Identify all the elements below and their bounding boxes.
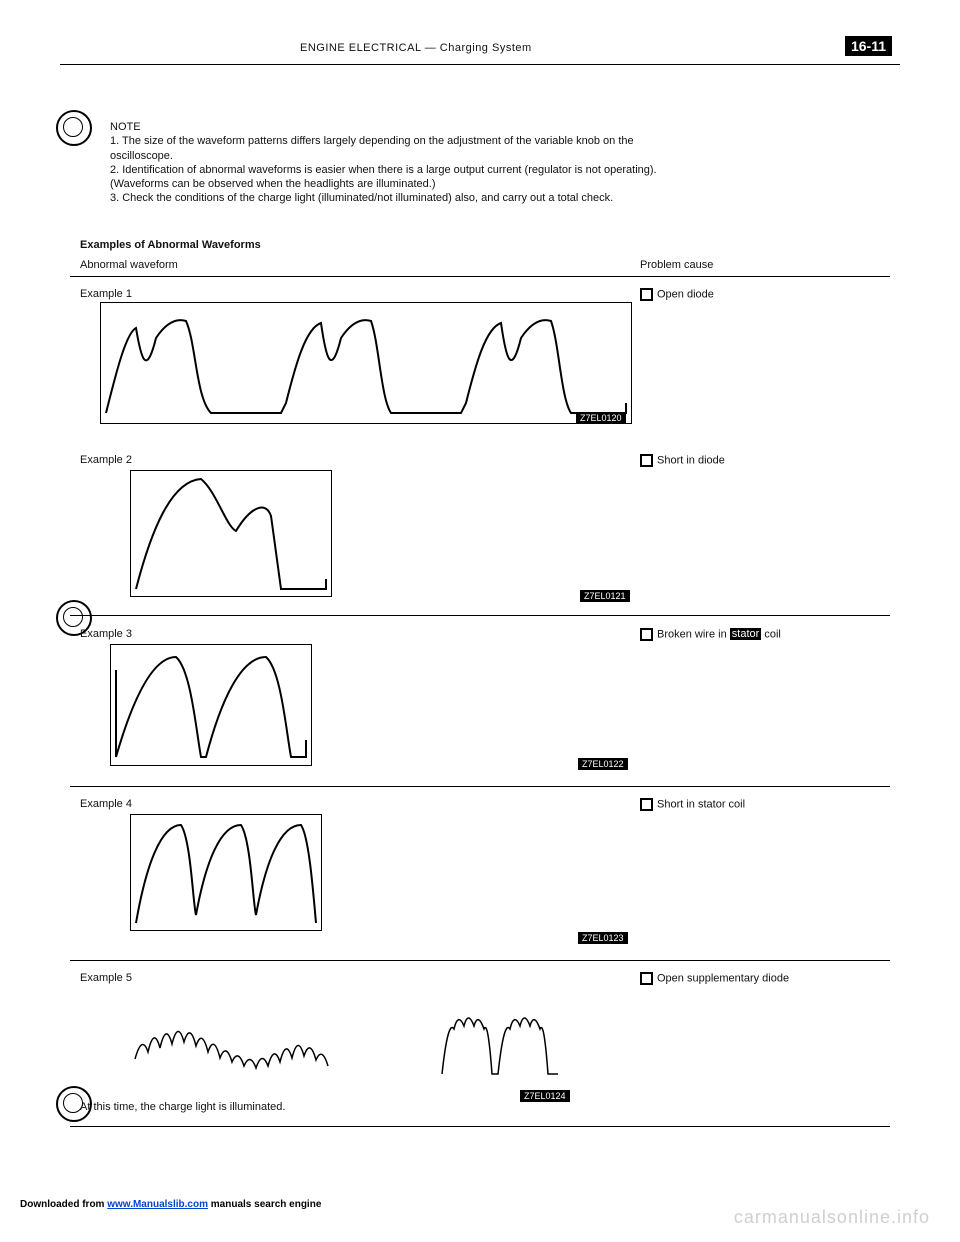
bullet-icon [640, 454, 653, 467]
problem-cause: Broken wire in stator coil [640, 628, 781, 641]
waveform-svg [440, 1004, 560, 1084]
binder-ring-icon [56, 110, 92, 146]
image-code: Z7EL0124 [520, 1090, 570, 1102]
section-rule [70, 960, 890, 961]
section-rule [70, 1126, 890, 1127]
watermark: carmanualsonline.info [734, 1207, 930, 1228]
note-block: NOTE 1. The size of the waveform pattern… [110, 120, 870, 206]
cause-text: Short in diode [657, 454, 725, 466]
cause-text: Open diode [657, 288, 714, 300]
footer-text: Downloaded from [20, 1199, 107, 1210]
cause-text: coil [761, 628, 781, 640]
image-code: Z7EL0123 [578, 932, 628, 944]
waveform-svg [101, 303, 631, 423]
footer-text: manuals search engine [211, 1199, 322, 1210]
example-label: Example 5 [80, 972, 132, 984]
waveform-svg [131, 471, 331, 596]
bullet-icon [640, 628, 653, 641]
problem-cause: Open diode [640, 288, 714, 301]
waveform-example-5-right [440, 1004, 560, 1084]
section-rule [70, 276, 890, 277]
problem-cause: Short in stator coil [640, 798, 745, 811]
bullet-icon [640, 798, 653, 811]
column-cause: Problem cause [640, 258, 713, 272]
download-footer: Downloaded from www.Manualslib.com manua… [20, 1199, 321, 1210]
waveform-example-1 [100, 302, 632, 424]
note-line: (Waveforms can be observed when the head… [110, 177, 870, 191]
bullet-icon [640, 288, 653, 301]
note-heading: NOTE [110, 120, 870, 134]
page: ENGINE ELECTRICAL — Charging System 16-1… [0, 0, 960, 1242]
section-rule [70, 615, 890, 616]
example-label: Example 1 [80, 288, 132, 300]
image-code: Z7EL0120 [576, 412, 626, 424]
example-label: Example 3 [80, 628, 132, 640]
section-rule [70, 786, 890, 787]
note-line: 1. The size of the waveform patterns dif… [110, 134, 870, 148]
cause-text: Open supplementary diode [657, 972, 789, 984]
examples-heading: Examples of Abnormal Waveforms [80, 238, 261, 252]
note-line: 3. Check the conditions of the charge li… [110, 191, 870, 205]
cause-text: Short in stator coil [657, 798, 745, 810]
waveform-svg [131, 815, 321, 930]
bullet-icon [640, 972, 653, 985]
footer-link[interactable]: www.Manualslib.com [107, 1199, 208, 1210]
waveform-example-3 [110, 644, 312, 766]
cause-highlight: stator [730, 628, 762, 640]
problem-cause: Short in diode [640, 454, 725, 467]
page-number: 16-11 [845, 36, 892, 56]
note-line: oscilloscope. [110, 149, 870, 163]
waveform-example-2 [130, 470, 332, 597]
problem-cause: Open supplementary diode [640, 972, 789, 985]
note-line: 2. Identification of abnormal waveforms … [110, 163, 870, 177]
waveform-example-5-left [130, 1004, 330, 1084]
example-label: Example 4 [80, 798, 132, 810]
header-title: ENGINE ELECTRICAL — Charging System [300, 42, 532, 54]
example5-caption: At this time, the charge light is illumi… [80, 1100, 285, 1114]
image-code: Z7EL0122 [578, 758, 628, 770]
waveform-svg [130, 1004, 330, 1084]
example-label: Example 2 [80, 454, 132, 466]
column-waveform: Abnormal waveform [80, 258, 178, 272]
cause-text: Broken wire in [657, 628, 730, 640]
waveform-svg [111, 645, 311, 765]
image-code: Z7EL0121 [580, 590, 630, 602]
waveform-example-4 [130, 814, 322, 931]
